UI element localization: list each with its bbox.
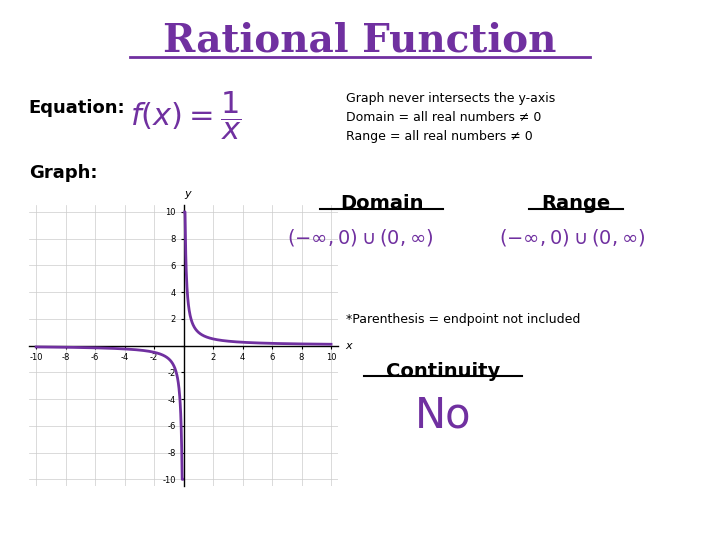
Text: y: y xyxy=(185,188,192,199)
Text: Graph never intersects the y-axis
Domain = all real numbers ≠ 0
Range = all real: Graph never intersects the y-axis Domain… xyxy=(346,92,555,143)
Text: x: x xyxy=(346,341,352,350)
Text: $(-\infty,0)\cup(0,\infty)$: $(-\infty,0)\cup(0,\infty)$ xyxy=(499,227,646,248)
Text: Range: Range xyxy=(541,194,611,213)
Text: $(-\infty,0)\cup(0,\infty)$: $(-\infty,0)\cup(0,\infty)$ xyxy=(287,227,433,248)
Text: $f\left(x\right)=\dfrac{1}{x}$: $f\left(x\right)=\dfrac{1}{x}$ xyxy=(130,90,241,143)
Text: Graph:: Graph: xyxy=(29,164,97,182)
Text: Domain: Domain xyxy=(340,194,423,213)
Text: Equation:: Equation: xyxy=(29,99,125,117)
Text: No: No xyxy=(415,394,471,436)
Text: Rational Function: Rational Function xyxy=(163,22,557,59)
Text: *Parenthesis = endpoint not included: *Parenthesis = endpoint not included xyxy=(346,313,580,326)
Text: Continuity: Continuity xyxy=(386,362,500,381)
